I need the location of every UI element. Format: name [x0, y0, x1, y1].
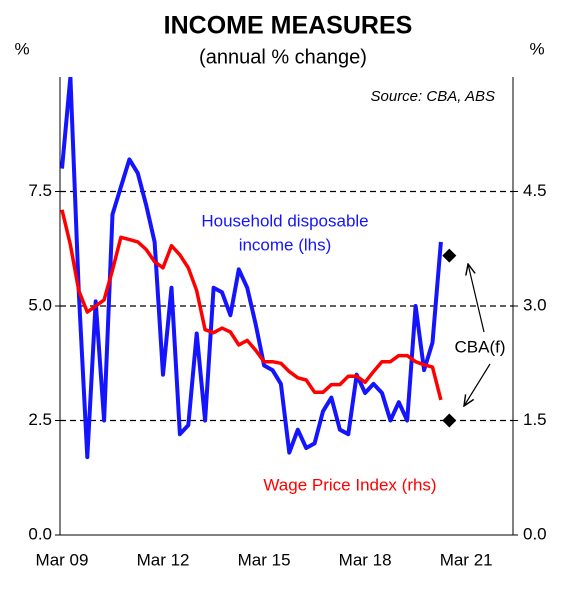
data-line	[60, 77, 443, 460]
y-tick-label: 7.5	[28, 181, 52, 200]
x-tick-label: Mar 09	[36, 550, 89, 569]
arrow	[464, 363, 491, 406]
x-tick-label: Mar 12	[137, 550, 190, 569]
y-tick-label: 5.0	[28, 295, 52, 314]
arrow	[468, 264, 485, 333]
y-tick-label: 0.0	[28, 524, 52, 543]
source: Source: CBA, ABS	[371, 88, 496, 105]
annotation: CBA(f)	[455, 337, 506, 356]
chart-title: INCOME MEASURES	[164, 12, 413, 40]
y2-tick-label: 4.5	[523, 181, 547, 200]
annotation: Household disposable	[201, 211, 368, 230]
annotation: income (lhs)	[239, 235, 332, 254]
y2-tick-label: 3.0	[523, 295, 547, 314]
axis-frame	[59, 77, 514, 536]
y2-tick-label: 0.0	[523, 524, 547, 543]
annotation: Wage Price Index (rhs)	[263, 475, 436, 494]
forecast-marker	[442, 413, 457, 428]
x-tick-label: Mar 18	[339, 550, 392, 569]
x-tick-label: Mar 15	[238, 550, 291, 569]
forecast-marker	[442, 248, 457, 263]
chart-subtitle: (annual % change)	[199, 46, 367, 68]
y-tick-label: 2.5	[28, 410, 52, 429]
y-unit: %	[14, 39, 29, 58]
y2-tick-label: 1.5	[523, 410, 547, 429]
y2-unit: %	[529, 39, 544, 58]
data-line	[60, 209, 443, 401]
x-tick-label: Mar 21	[440, 550, 493, 569]
